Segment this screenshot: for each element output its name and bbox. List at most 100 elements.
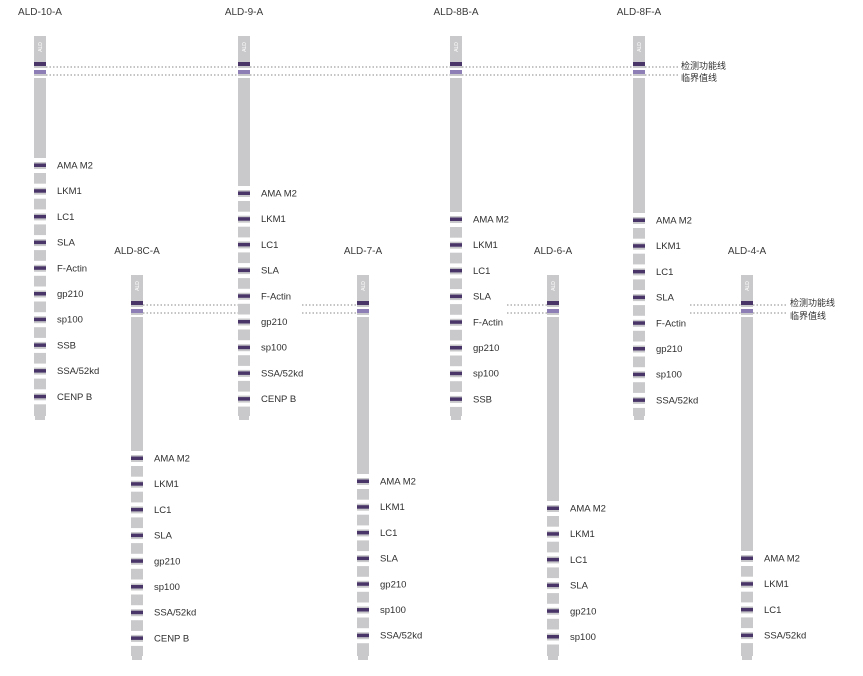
band-gap [633, 224, 645, 228]
antigen-label: LC1 [57, 212, 74, 223]
band-gap [131, 451, 143, 455]
antigen-label: SLA [473, 292, 492, 303]
band-gap [741, 613, 753, 618]
antigen-label: SSA/52kd [261, 368, 303, 379]
band-gap [450, 325, 462, 330]
band-gap [450, 68, 462, 70]
band-gap [34, 389, 46, 394]
antigen-band [547, 506, 559, 510]
band-gap [741, 639, 753, 644]
antigen-band [547, 557, 559, 562]
antigen-label: SSB [473, 394, 492, 405]
strip-title: ALD-6-A [534, 246, 573, 257]
antigen-band [238, 320, 250, 324]
antigen-label: SSA/52kd [57, 366, 99, 377]
band-gap [357, 499, 369, 504]
control-band [131, 301, 143, 305]
band-gap [34, 297, 46, 302]
antigen-band [131, 610, 143, 615]
band-gap [633, 341, 645, 346]
band-gap [547, 578, 559, 583]
band-gap [357, 613, 369, 618]
band-gap [34, 169, 46, 173]
band-gap [34, 220, 46, 225]
antigen-label: LC1 [380, 528, 397, 539]
strip-label: ALD [38, 42, 44, 52]
antigen-band [238, 217, 250, 221]
band-gap [131, 476, 143, 481]
antigen-band [633, 347, 645, 351]
antigen-band [450, 217, 462, 221]
antigen-label: F-Actin [57, 263, 87, 274]
band-gap [357, 485, 369, 489]
band-gap [131, 502, 143, 507]
band-gap [357, 536, 369, 541]
antigen-band [450, 397, 462, 401]
band-gap [450, 237, 462, 242]
antigen-label: SLA [656, 293, 675, 304]
band-gap [238, 391, 250, 396]
antigen-band [238, 345, 250, 350]
band-gap [450, 223, 462, 227]
antigen-band [238, 397, 250, 401]
band-gap [34, 271, 46, 276]
band-gap [238, 248, 250, 253]
antigen-label: SSA/52kd [764, 631, 806, 642]
band-gap [547, 315, 559, 317]
antigen-label: SLA [380, 554, 399, 565]
band-gap [238, 351, 250, 356]
band-gap [34, 363, 46, 368]
antigen-label: SLA [57, 238, 76, 249]
antigen-band [34, 240, 46, 245]
band-gap [34, 260, 46, 265]
band-gap [238, 76, 250, 78]
band-gap [131, 564, 143, 569]
antigen-label: gp210 [473, 343, 499, 354]
band-gap [131, 528, 143, 533]
band-gap [357, 639, 369, 644]
antigen-band [238, 294, 250, 298]
band-gap [633, 249, 645, 254]
band-gap [238, 288, 250, 293]
band-gap [547, 589, 559, 594]
strip-tip [548, 654, 558, 660]
band-gap [450, 340, 462, 345]
band-gap [34, 337, 46, 342]
band-gap [34, 235, 46, 240]
antigen-band [741, 607, 753, 612]
band-gap [741, 587, 753, 592]
band-gap [238, 197, 250, 201]
band-gap [357, 602, 369, 607]
strip-label: ALD [637, 42, 643, 52]
antigen-band [741, 582, 753, 586]
strip-tip [35, 414, 45, 420]
test-strip [34, 36, 46, 416]
band-gap [547, 563, 559, 568]
antigen-band [547, 609, 559, 613]
antigen-band [357, 633, 369, 638]
antigen-band [34, 394, 46, 399]
antigen-band [547, 635, 559, 639]
test-strip [357, 275, 369, 656]
antigen-label: LC1 [764, 605, 781, 616]
band-gap [450, 377, 462, 382]
test-strip [741, 275, 753, 656]
band-gap [547, 603, 559, 608]
control-band [238, 62, 250, 66]
antigen-band [357, 608, 369, 612]
band-gap [131, 487, 143, 492]
antigen-band [357, 505, 369, 509]
test-strip [547, 275, 559, 656]
cutoff-band [357, 309, 369, 313]
band-gap [34, 400, 46, 405]
antigen-label: LKM1 [57, 186, 82, 197]
antigen-label: LKM1 [154, 479, 179, 490]
band-gap [547, 512, 559, 516]
antigen-band [34, 317, 46, 322]
antigen-label: LC1 [154, 505, 171, 516]
antigen-label: sp100 [473, 369, 499, 380]
control-line-legend: 检测功能线 [790, 297, 835, 308]
band-gap [633, 238, 645, 243]
band-gap [357, 525, 369, 530]
